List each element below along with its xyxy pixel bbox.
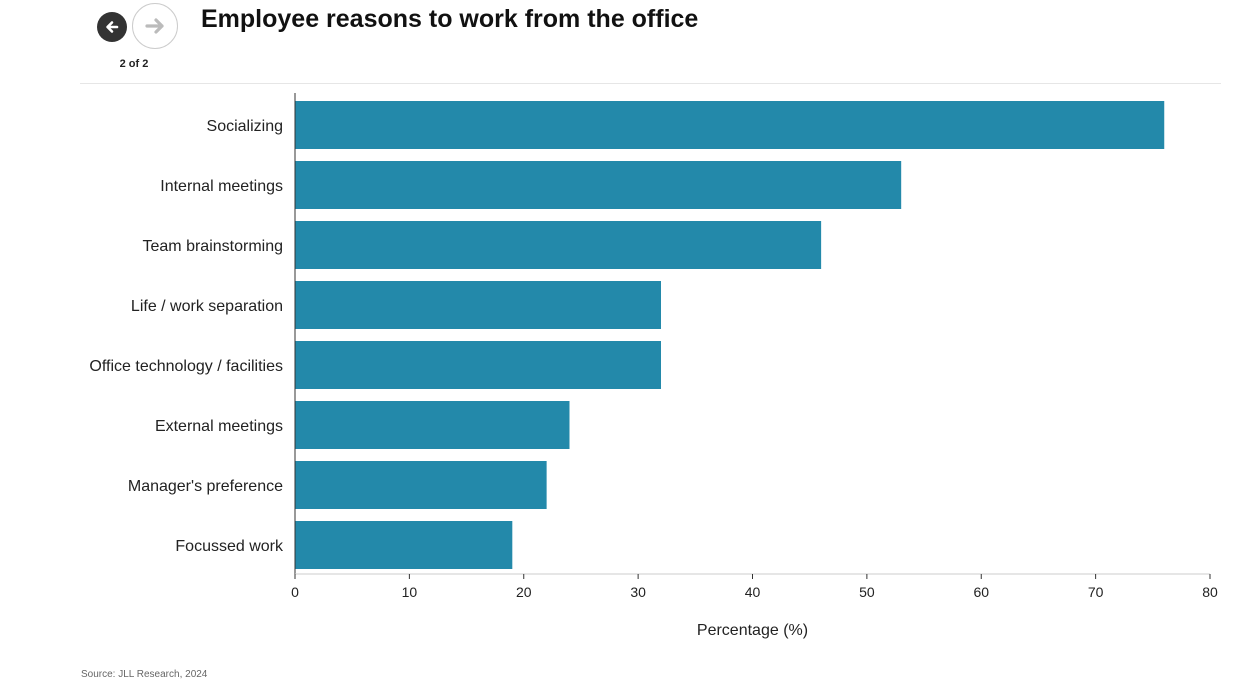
page-counter: 2 of 2 (119, 58, 149, 70)
header-divider (80, 83, 1221, 84)
x-tick-label: 80 (1202, 584, 1218, 600)
x-tick-label: 10 (402, 584, 418, 600)
source-note: Source: JLL Research, 2024 (81, 669, 208, 680)
x-axis-label: Percentage (%) (697, 622, 808, 639)
x-tick-label: 40 (745, 584, 761, 600)
x-tick-label: 60 (973, 584, 989, 600)
bar (295, 221, 822, 269)
x-tick-label: 50 (859, 584, 875, 600)
x-tick-label: 70 (1088, 584, 1104, 600)
x-tick-label: 0 (291, 584, 299, 600)
x-tick-label: 20 (516, 584, 532, 600)
bar (295, 161, 902, 209)
category-label: Internal meetings (160, 178, 283, 195)
category-label: External meetings (155, 418, 283, 435)
category-label: Office technology / facilities (89, 358, 283, 375)
category-label: Life / work separation (131, 298, 283, 315)
bar (295, 101, 1165, 149)
arrow-left-icon (106, 21, 119, 33)
page-title: Employee reasons to work from the office (201, 5, 699, 33)
next-chart-button[interactable] (132, 3, 178, 49)
x-tick-label: 30 (630, 584, 646, 600)
category-label: Team brainstorming (143, 238, 284, 255)
bar (295, 281, 661, 329)
bar (295, 461, 547, 509)
bar (295, 521, 513, 569)
arrow-right-icon (145, 18, 164, 34)
previous-chart-button[interactable] (97, 12, 127, 42)
bar (295, 341, 661, 389)
category-label: Focussed work (175, 538, 284, 555)
category-label: Manager's preference (128, 478, 283, 495)
category-label: Socializing (207, 118, 283, 135)
bar (295, 401, 570, 449)
